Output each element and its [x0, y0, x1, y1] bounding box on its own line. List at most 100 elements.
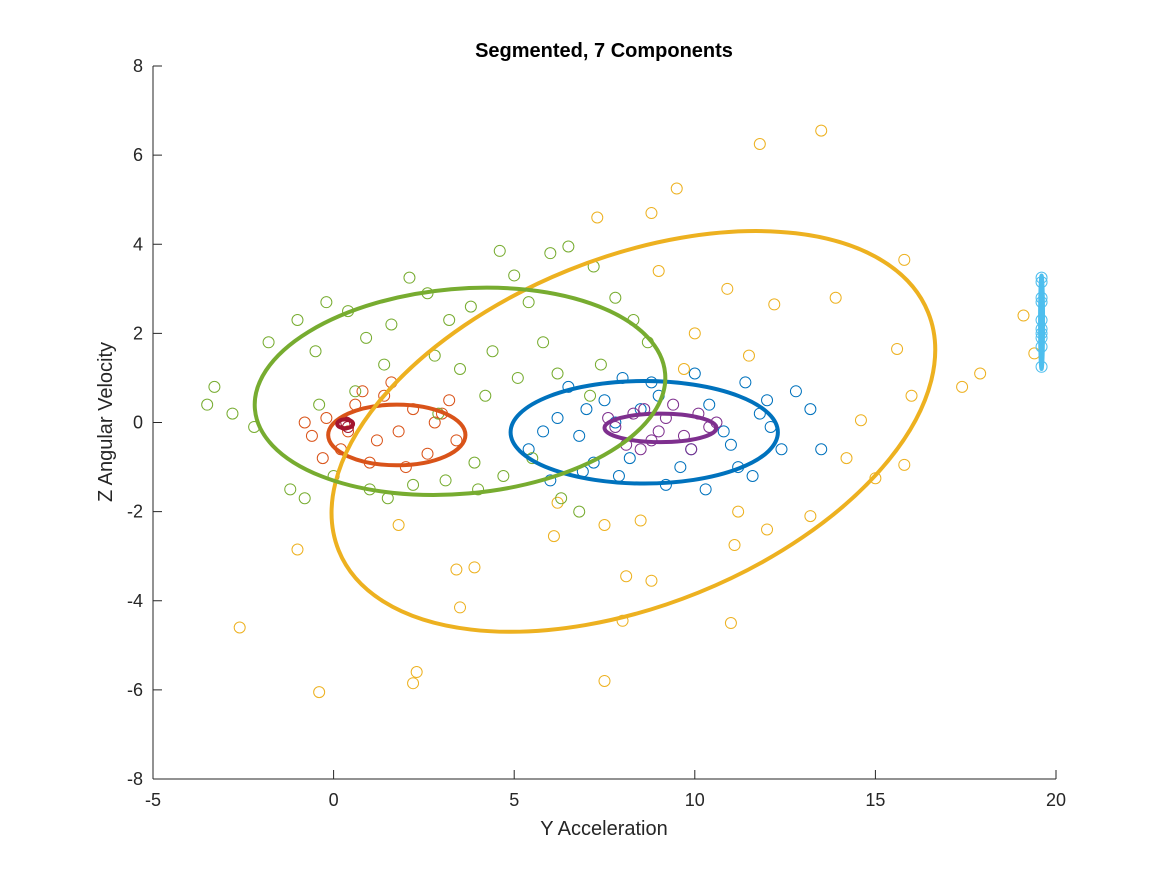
data-point [450, 434, 463, 447]
ellipse-lightblue [1038, 273, 1046, 372]
data-point [508, 269, 521, 282]
data-point [674, 461, 687, 474]
ellipse-green [252, 285, 668, 497]
data-point [313, 398, 326, 411]
data-point [547, 530, 560, 543]
data-point [854, 414, 867, 427]
data-point [378, 358, 391, 371]
data-point [233, 621, 246, 634]
data-point [717, 425, 730, 438]
data-point [385, 318, 398, 331]
data-point [342, 425, 355, 438]
data-point [291, 543, 304, 556]
data-point [298, 492, 311, 505]
data-point [815, 443, 828, 456]
data-point [522, 443, 535, 456]
data-point [370, 434, 383, 447]
data-point [479, 389, 492, 402]
data-point [443, 314, 456, 327]
data-point [815, 124, 828, 137]
data-point [761, 394, 774, 407]
data-point [580, 403, 593, 416]
data-point [468, 561, 481, 574]
data-point [685, 443, 698, 456]
data-point [645, 207, 658, 220]
data-point [551, 367, 564, 380]
y-tick-label: 4 [133, 234, 143, 254]
y-axis-label: Z Angular Velocity [95, 342, 117, 502]
data-point [804, 510, 817, 523]
data-point [721, 282, 734, 295]
data-point [468, 456, 481, 469]
data-point [732, 505, 745, 518]
data-point [768, 298, 781, 311]
data-point [486, 345, 499, 358]
data-point [454, 601, 467, 614]
data-point [753, 137, 766, 150]
data-point [356, 385, 369, 398]
ellipse-darkred [335, 417, 356, 431]
data-point [544, 247, 557, 260]
data-point [598, 518, 611, 531]
data-point [677, 363, 690, 376]
data-point [688, 327, 701, 340]
data-point [898, 253, 911, 266]
y-tick-label: -6 [127, 680, 143, 700]
data-point [298, 416, 311, 429]
data-point [472, 483, 485, 496]
data-point [652, 425, 665, 438]
data-point [594, 358, 607, 371]
data-point [584, 389, 597, 402]
x-tick-label: 15 [865, 790, 885, 810]
data-point [761, 523, 774, 536]
x-tick-label: 5 [509, 790, 519, 810]
data-point [360, 331, 373, 344]
ellipse-yellow [329, 229, 938, 634]
y-tick-label: -4 [127, 591, 143, 611]
data-point [634, 514, 647, 527]
data-point [208, 380, 221, 393]
data-point [522, 296, 535, 309]
data-point [555, 492, 568, 505]
data-point [309, 345, 322, 358]
data-point [789, 385, 802, 398]
x-tick-label: 10 [685, 790, 705, 810]
data-point [262, 336, 275, 349]
data-point [667, 398, 680, 411]
data-point [688, 367, 701, 380]
data-point [551, 412, 564, 425]
y-tick-label: -8 [127, 769, 143, 789]
data-point [742, 349, 755, 362]
data-point [497, 469, 510, 482]
y-tick-label: 8 [133, 56, 143, 76]
data-point [775, 443, 788, 456]
data-point [728, 539, 741, 552]
data-point [840, 452, 853, 465]
data-point [598, 394, 611, 407]
data-point [829, 291, 842, 304]
data-point [956, 380, 969, 393]
data-point [724, 438, 737, 451]
data-point [392, 518, 405, 531]
data-point [450, 563, 463, 576]
data-point [804, 403, 817, 416]
data-point [407, 677, 420, 690]
data-point [620, 570, 633, 583]
data-point [403, 271, 416, 284]
data-point [537, 336, 550, 349]
y-tick-label: -2 [127, 502, 143, 522]
data-point [598, 674, 611, 687]
data-point [634, 443, 647, 456]
series-purple [602, 398, 723, 456]
x-tick-label: 20 [1046, 790, 1066, 810]
y-tick-label: 6 [133, 145, 143, 165]
ellipse-blue [508, 379, 780, 486]
y-tick-label: 0 [133, 413, 143, 433]
data-point [511, 371, 524, 384]
data-point [623, 452, 636, 465]
data-point [349, 385, 362, 398]
x-axis-label: Y Acceleration [540, 818, 668, 840]
data-point [591, 211, 604, 224]
data-point [428, 349, 441, 362]
